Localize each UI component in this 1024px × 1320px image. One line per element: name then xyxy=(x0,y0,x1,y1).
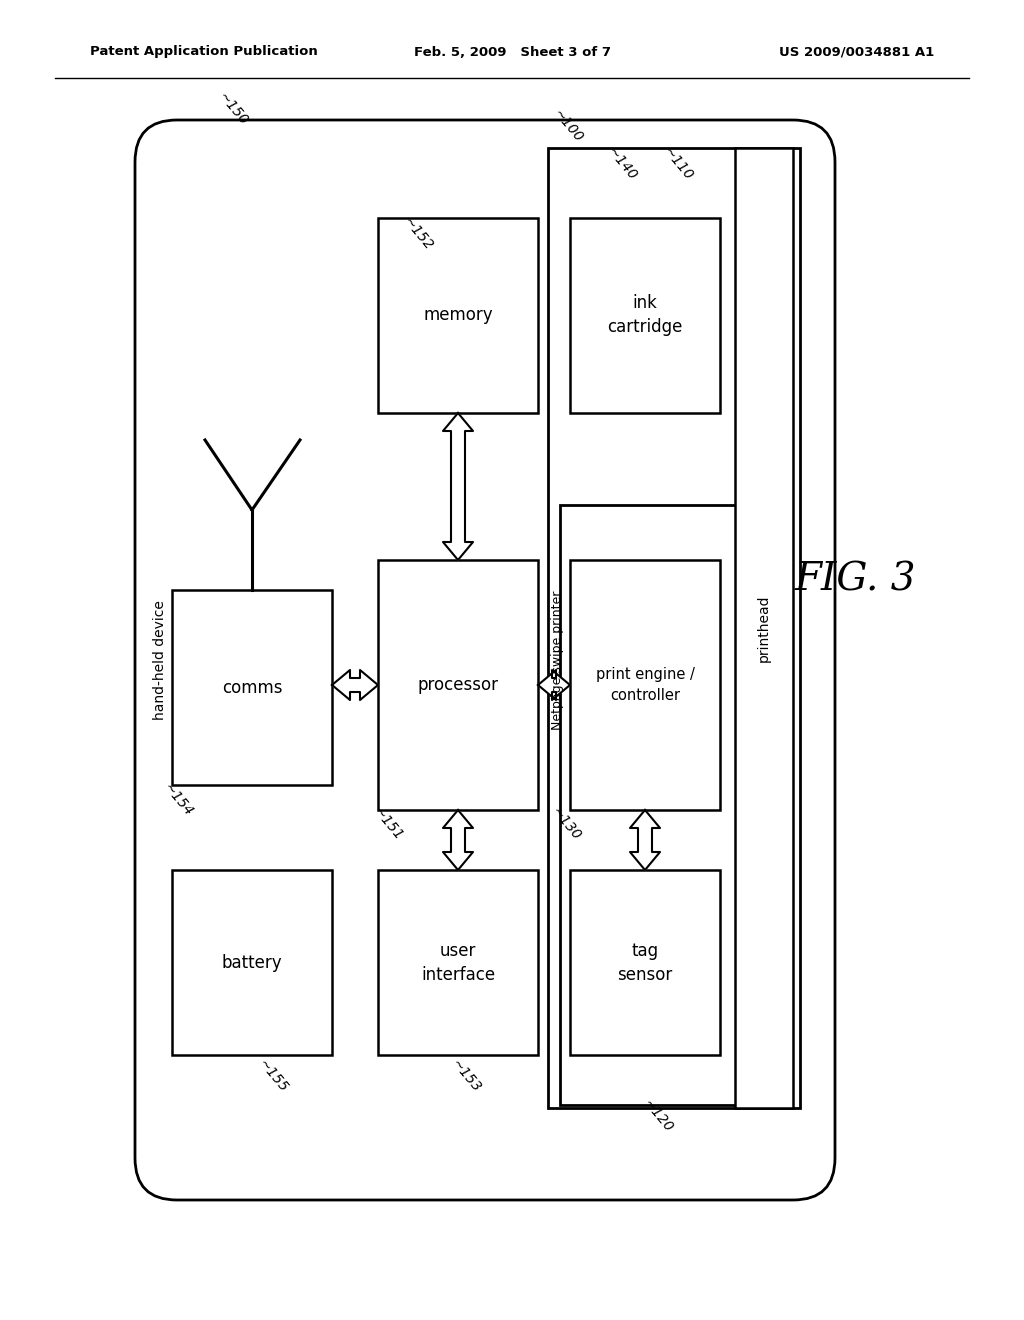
Bar xyxy=(378,218,538,413)
Bar xyxy=(570,870,720,1055)
Text: US 2009/0034881 A1: US 2009/0034881 A1 xyxy=(778,45,934,58)
Polygon shape xyxy=(443,810,473,870)
Text: ~140: ~140 xyxy=(604,145,639,183)
Polygon shape xyxy=(443,413,473,560)
Text: ~152: ~152 xyxy=(400,215,435,253)
Text: memory: memory xyxy=(423,306,493,323)
Text: ~155: ~155 xyxy=(255,1057,291,1096)
Text: Netpage swipe printer: Netpage swipe printer xyxy=(552,590,564,730)
Polygon shape xyxy=(332,671,378,700)
Text: ~153: ~153 xyxy=(449,1057,483,1096)
Bar xyxy=(548,148,800,1107)
Text: ~120: ~120 xyxy=(640,1097,675,1135)
Text: ~150: ~150 xyxy=(215,90,250,128)
Text: ~154: ~154 xyxy=(160,781,196,820)
Text: ~151: ~151 xyxy=(370,805,406,843)
Text: print engine /
controller: print engine / controller xyxy=(596,667,694,704)
Text: ~110: ~110 xyxy=(660,145,695,183)
Text: comms: comms xyxy=(222,678,283,697)
Text: ink
cartridge: ink cartridge xyxy=(607,293,683,337)
Text: tag
sensor: tag sensor xyxy=(617,941,673,985)
Text: Feb. 5, 2009   Sheet 3 of 7: Feb. 5, 2009 Sheet 3 of 7 xyxy=(414,45,610,58)
Bar xyxy=(172,870,332,1055)
Bar xyxy=(735,148,793,1107)
Bar xyxy=(570,560,720,810)
Text: user
interface: user interface xyxy=(421,941,495,985)
Bar xyxy=(378,560,538,810)
Bar xyxy=(560,506,785,1105)
Polygon shape xyxy=(630,810,660,870)
Text: battery: battery xyxy=(221,954,283,972)
Text: FIG. 3: FIG. 3 xyxy=(795,561,915,598)
Bar xyxy=(172,590,332,785)
Bar xyxy=(570,218,720,413)
Text: printhead: printhead xyxy=(757,594,771,661)
FancyBboxPatch shape xyxy=(135,120,835,1200)
Text: ~100: ~100 xyxy=(550,107,586,145)
Bar xyxy=(378,870,538,1055)
Polygon shape xyxy=(538,671,570,700)
Text: hand-held device: hand-held device xyxy=(153,601,167,719)
Text: Patent Application Publication: Patent Application Publication xyxy=(90,45,317,58)
Text: ~130: ~130 xyxy=(548,805,584,843)
Text: processor: processor xyxy=(418,676,499,694)
